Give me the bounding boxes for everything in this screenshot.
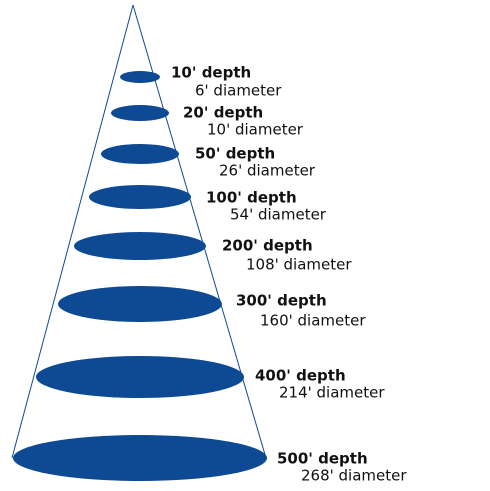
diameter-label: 54' diameter (230, 206, 327, 224)
depth-label: 10' depth (171, 64, 251, 82)
diameter-label: 108' diameter (246, 256, 352, 274)
depth-label: 20' depth (183, 104, 263, 122)
diameter-label: 160' diameter (260, 312, 366, 330)
beam-ellipse (120, 71, 160, 83)
beam-ellipse (36, 356, 244, 398)
beam-ellipse (101, 144, 179, 164)
beam-ellipse (13, 435, 267, 481)
diameter-label: 26' diameter (219, 162, 316, 180)
depth-label: 300' depth (236, 292, 327, 310)
diameter-label: 268' diameter (301, 467, 407, 485)
beam-ellipse (111, 105, 169, 121)
diameter-label: 10' diameter (207, 121, 304, 139)
depth-label: 200' depth (222, 237, 313, 255)
beam-ellipse (58, 286, 222, 322)
diameter-label: 214' diameter (279, 384, 385, 402)
diameter-label: 6' diameter (195, 82, 282, 100)
beam-ellipse (89, 185, 191, 209)
beam-ellipse (74, 232, 206, 260)
cone-edge (11, 4, 134, 459)
depth-label: 500' depth (277, 450, 368, 468)
depth-label: 100' depth (206, 189, 297, 207)
depth-label: 50' depth (195, 145, 275, 163)
depth-label: 400' depth (255, 367, 346, 385)
